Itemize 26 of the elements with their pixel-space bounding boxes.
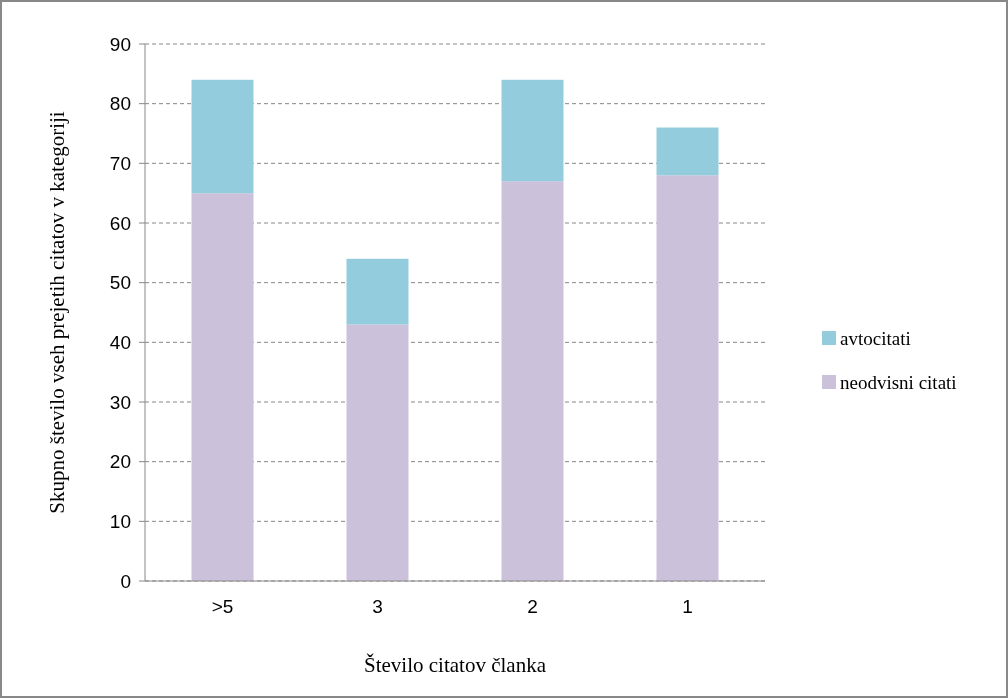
y-tick-label: 20 xyxy=(109,451,131,473)
bar xyxy=(501,79,564,182)
y-tick-label: 40 xyxy=(109,331,131,353)
y-tick-label: 70 xyxy=(109,152,131,174)
x-axis-title: Število citatov članka xyxy=(364,653,547,677)
y-tick-label: 0 xyxy=(120,570,131,592)
x-tick-label: >5 xyxy=(211,596,234,617)
legend-label: avtocitati xyxy=(840,327,911,349)
bar xyxy=(346,324,409,581)
legend-label: neodvisni citati xyxy=(840,371,957,393)
bar xyxy=(346,258,409,325)
y-tick-label: 30 xyxy=(109,391,131,413)
x-tick-label: 3 xyxy=(372,596,383,617)
x-tick-label: 1 xyxy=(682,596,693,617)
y-tick-label: 90 xyxy=(109,33,131,55)
y-axis-title: Skupno število vseh prejetih citatov v kategoriji xyxy=(45,111,69,514)
y-tick-label: 60 xyxy=(109,212,131,234)
bar xyxy=(501,181,564,581)
y-tick-label: 80 xyxy=(109,93,131,115)
bar xyxy=(191,193,254,581)
y-tick-label: 50 xyxy=(109,272,131,294)
x-tick-label: 2 xyxy=(527,596,538,617)
y-tick-label: 10 xyxy=(109,510,131,532)
bar xyxy=(656,127,719,176)
bar xyxy=(656,175,719,581)
bar xyxy=(191,79,254,194)
